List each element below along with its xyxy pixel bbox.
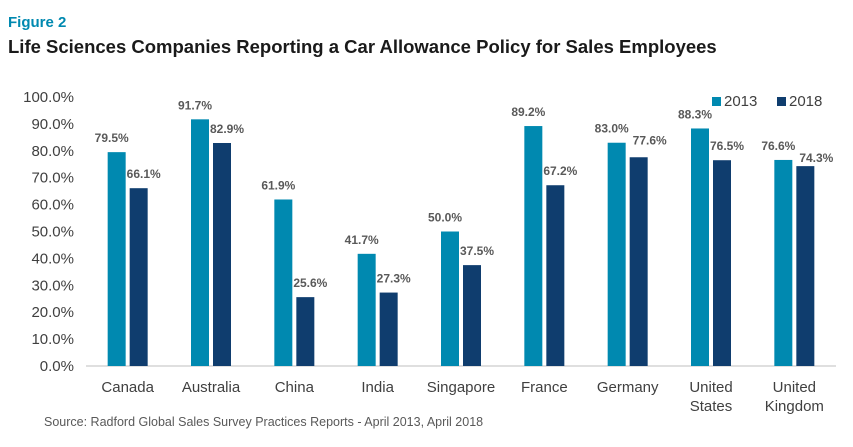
y-tick-label: 50.0% bbox=[31, 224, 74, 241]
data-label-2018: 76.5% bbox=[710, 139, 744, 153]
chart-title: Life Sciences Companies Reporting a Car … bbox=[8, 36, 717, 57]
data-label-2018: 74.3% bbox=[799, 151, 833, 165]
legend-label-2018: 2018 bbox=[789, 93, 822, 110]
bar-2013-france bbox=[524, 126, 543, 366]
data-label-2018: 77.6% bbox=[633, 134, 667, 148]
bar-2018-canada bbox=[129, 188, 148, 366]
data-label-2013: 50.0% bbox=[428, 211, 462, 225]
category-label: States bbox=[690, 398, 733, 415]
y-tick-label: 60.0% bbox=[31, 197, 74, 214]
category-label: Australia bbox=[182, 379, 241, 396]
category-label: India bbox=[361, 379, 394, 396]
data-label-2018: 27.3% bbox=[377, 272, 411, 286]
y-tick-label: 10.0% bbox=[31, 331, 74, 348]
legend-swatch-2013 bbox=[712, 97, 721, 106]
bar-2018-germany bbox=[629, 157, 648, 366]
data-label-2018: 82.9% bbox=[210, 122, 244, 136]
figure-label: Figure 2 bbox=[8, 14, 67, 31]
bar-2013-australia bbox=[191, 119, 209, 367]
data-label-2013: 83.0% bbox=[595, 122, 629, 136]
data-label-2013: 89.2% bbox=[511, 105, 545, 119]
y-tick-label: 70.0% bbox=[31, 170, 74, 187]
bar-2013-india bbox=[357, 253, 376, 366]
data-label-2018: 37.5% bbox=[460, 244, 494, 258]
category-label: France bbox=[521, 379, 568, 396]
category-label: Kingdom bbox=[765, 398, 824, 415]
bar-2018-united-states bbox=[713, 160, 731, 366]
bar-2018-united-kingdom bbox=[796, 166, 815, 366]
data-label-2013: 41.7% bbox=[345, 233, 379, 247]
category-label: Singapore bbox=[427, 379, 495, 396]
legend-swatch-2018 bbox=[777, 97, 786, 106]
bar-2018-australia bbox=[213, 142, 231, 366]
y-tick-label: 20.0% bbox=[31, 304, 74, 321]
bar-2013-china bbox=[274, 199, 293, 366]
data-label-2018: 66.1% bbox=[127, 167, 161, 181]
data-label-2013: 79.5% bbox=[95, 131, 129, 145]
y-tick-label: 40.0% bbox=[31, 250, 74, 267]
bar-2013-united-states bbox=[691, 128, 709, 366]
data-label-2013: 88.3% bbox=[678, 107, 712, 121]
category-label: United bbox=[773, 379, 816, 396]
source-note: Source: Radford Global Sales Survey Prac… bbox=[44, 415, 484, 429]
bar-2018-china bbox=[296, 297, 315, 366]
y-tick-label: 100.0% bbox=[23, 89, 74, 106]
y-tick-label: 80.0% bbox=[31, 143, 74, 160]
bar-2013-germany bbox=[607, 142, 626, 366]
bar-2018-france bbox=[546, 185, 565, 366]
category-label: China bbox=[275, 379, 315, 396]
data-label-2018: 67.2% bbox=[543, 164, 577, 178]
data-label-2013: 91.7% bbox=[178, 98, 212, 112]
y-tick-label: 30.0% bbox=[31, 277, 74, 294]
data-label-2013: 61.9% bbox=[261, 178, 295, 192]
bar-2013-canada bbox=[107, 152, 126, 366]
data-label-2013: 76.6% bbox=[761, 139, 795, 153]
bar-2018-singapore bbox=[463, 265, 481, 366]
bar-2013-united-kingdom bbox=[774, 159, 793, 366]
y-tick-label: 0.0% bbox=[40, 358, 74, 375]
category-label: United bbox=[689, 379, 732, 396]
y-tick-label: 90.0% bbox=[31, 116, 74, 133]
data-label-2018: 25.6% bbox=[293, 276, 327, 290]
category-label: Germany bbox=[597, 379, 659, 396]
bar-2013-singapore bbox=[441, 231, 459, 366]
legend-label-2013: 2013 bbox=[724, 93, 757, 110]
bar-2018-india bbox=[379, 292, 398, 366]
category-label: Canada bbox=[101, 379, 154, 396]
